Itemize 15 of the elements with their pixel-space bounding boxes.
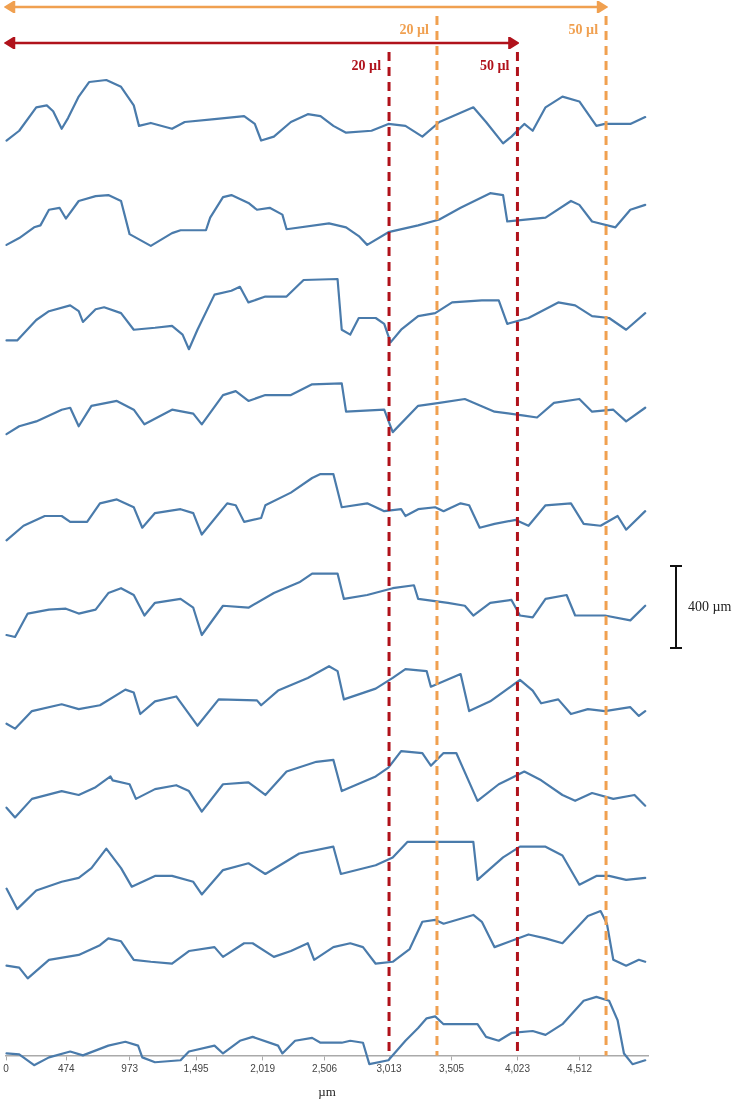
- ref-line-label: 20 µl: [351, 57, 382, 73]
- x-tick-label: 2,506: [312, 1063, 338, 1075]
- x-tick-label: 2,019: [250, 1063, 276, 1075]
- x-tick-label: 0: [3, 1063, 10, 1075]
- ref-line-label: 20 µl: [399, 21, 430, 37]
- x-tick-label: 474: [57, 1063, 76, 1075]
- x-tick-label: 3,013: [376, 1063, 402, 1075]
- x-tick-label: 3,505: [439, 1063, 465, 1075]
- x-tick-label: 4,023: [504, 1063, 531, 1075]
- x-tick-label: 1,495: [183, 1063, 209, 1075]
- ref-line-label: 50 µl: [568, 21, 599, 37]
- ref-line-label: 50 µl: [479, 57, 510, 73]
- x-tick-label: 973: [121, 1063, 139, 1075]
- x-axis-title: µm: [318, 1083, 336, 1099]
- x-tick-label: 4,512: [567, 1063, 593, 1075]
